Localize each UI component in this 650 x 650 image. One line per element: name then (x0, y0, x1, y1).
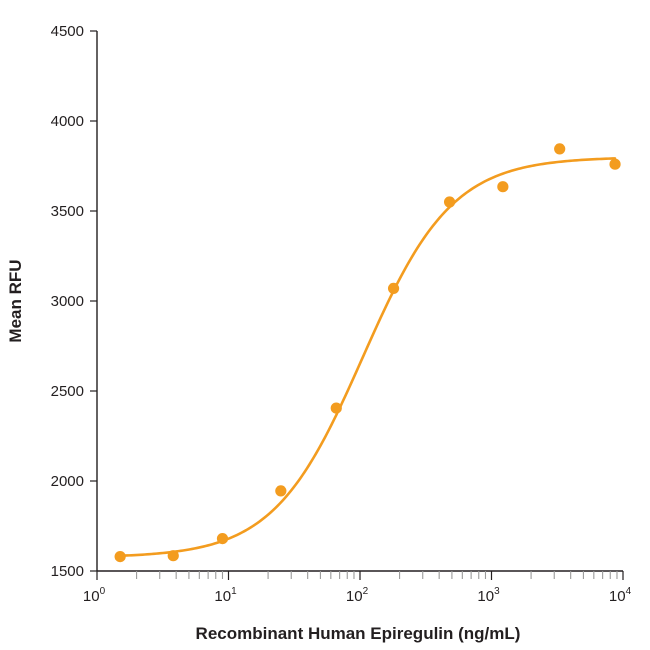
y-tick-label: 3000 (51, 293, 84, 310)
x-tick-base: 10 (346, 588, 363, 605)
data-points (114, 143, 621, 563)
data-point (443, 196, 456, 208)
x-tick-exponent: 2 (363, 586, 369, 597)
data-point (216, 533, 229, 545)
x-tick-label: 102 (346, 586, 369, 605)
y-tick-label: 1500 (51, 563, 84, 580)
x-tick-label: 103 (477, 586, 500, 605)
x-axis-title: Recombinant Human Epiregulin (ng/mL) (196, 624, 521, 643)
data-point (114, 551, 126, 563)
data-point (387, 282, 400, 294)
data-point (554, 143, 566, 155)
x-tick-exponent: 1 (231, 586, 237, 597)
data-point (497, 181, 509, 193)
y-axis-title: Mean RFU (6, 259, 25, 342)
axes (96, 31, 623, 572)
x-tick-base: 10 (477, 588, 494, 605)
data-point (330, 402, 342, 414)
x-tick-label: 104 (609, 586, 632, 605)
x-tick-label: 100 (83, 586, 106, 605)
y-tick-label: 3500 (51, 203, 84, 220)
x-tick-base: 10 (83, 588, 100, 605)
y-tick-label: 2000 (51, 473, 84, 490)
y-tick-label: 4000 (51, 113, 84, 130)
y-tick-label: 4500 (51, 23, 84, 40)
x-ticks: 100 101 102 103 104 (83, 571, 632, 605)
x-tick-exponent: 3 (494, 586, 500, 597)
x-tick-exponent: 4 (626, 586, 632, 597)
y-tick-label: 2500 (51, 383, 84, 400)
x-tick-exponent: 0 (100, 586, 106, 597)
x-tick-base: 10 (214, 588, 231, 605)
data-point (275, 485, 287, 497)
x-tick-base: 10 (609, 588, 626, 605)
x-tick-label: 101 (214, 586, 237, 605)
data-point (167, 550, 179, 562)
fit-curve (118, 157, 617, 558)
y-ticks: 1500 2000 2500 3000 3500 4000 4500 (51, 23, 97, 580)
data-point (609, 158, 621, 170)
